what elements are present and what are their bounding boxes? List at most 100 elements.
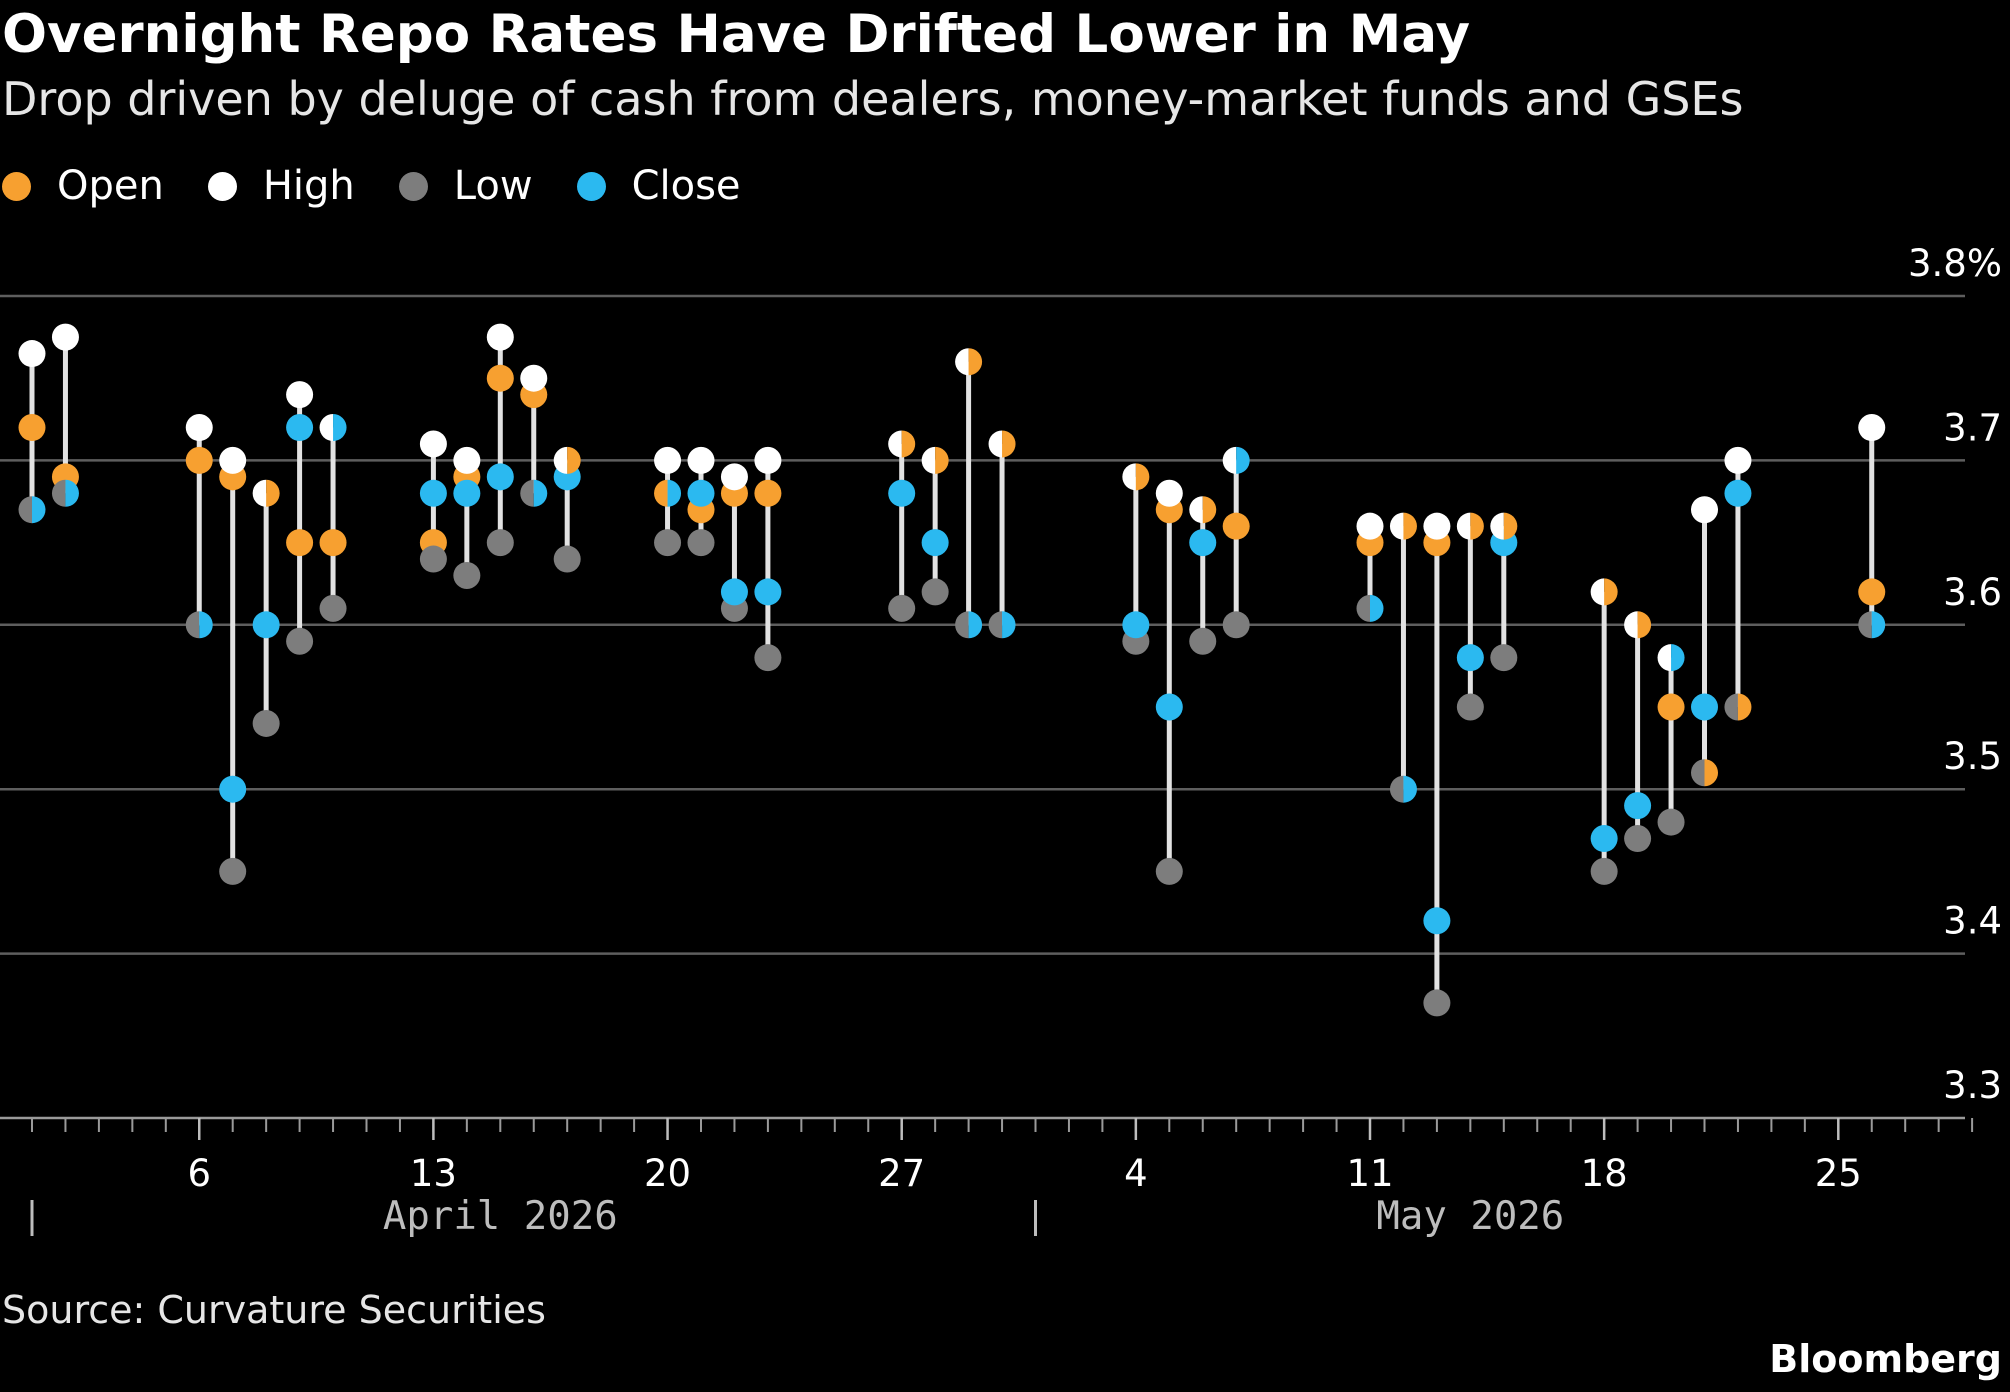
ohlc-point-group [486, 323, 514, 557]
low-point [1189, 627, 1217, 655]
close-point [1871, 611, 1886, 639]
month-label: May 2026 [1376, 1194, 1564, 1239]
legend-label-high: High [262, 163, 355, 209]
legend-swatch-high [207, 171, 237, 201]
open-point [1202, 496, 1217, 524]
low-point [1590, 857, 1618, 885]
open-point [486, 364, 514, 392]
ohlc-point-group [286, 381, 314, 655]
close-point [1724, 479, 1752, 507]
close-point [888, 479, 916, 507]
x-tick-label: 4 [1124, 1152, 1148, 1195]
high-point [1657, 644, 1672, 672]
x-tick-label: 27 [878, 1152, 925, 1195]
close-point [1370, 594, 1384, 622]
high-point [486, 323, 514, 351]
ohlc-point-group [520, 364, 548, 507]
ohlc-point-group [687, 446, 715, 557]
open-point [1704, 759, 1718, 787]
low-point [1657, 808, 1685, 836]
low-point [1423, 989, 1451, 1017]
legend-item-close: Close [576, 163, 741, 209]
ohlc-point-group [1155, 479, 1183, 885]
open-point [1503, 512, 1518, 540]
close-point [1122, 611, 1150, 639]
ohlc-point-group [754, 446, 782, 672]
low-point [988, 611, 1003, 639]
ohlc-point-group [888, 430, 916, 622]
open-point [1470, 512, 1484, 540]
high-point [51, 323, 79, 351]
low-point [553, 545, 581, 573]
low-point [1456, 693, 1484, 721]
close-point [687, 479, 715, 507]
high-point [1389, 512, 1404, 540]
low-point [1155, 857, 1183, 885]
ohlc-points [18, 323, 1886, 1017]
open-point [1858, 578, 1886, 606]
close-point [1624, 792, 1652, 820]
bloomberg-logo: Bloomberg [1769, 1337, 2002, 1381]
high-point [1624, 611, 1638, 639]
ohlc-point-group [1590, 578, 1618, 885]
y-tick-label: 3.7 [1943, 406, 2002, 449]
low-point [921, 578, 949, 606]
high-point [252, 479, 267, 507]
close-point [1590, 825, 1618, 853]
x-tick-label: 20 [644, 1152, 691, 1195]
close-point [667, 479, 682, 507]
legend-label-low: Low [453, 163, 533, 209]
low-point [252, 709, 280, 737]
ohlc-point-group [1691, 496, 1718, 787]
month-label: April 2026 [383, 1194, 618, 1239]
high-point [319, 414, 334, 442]
ohlc-point-group [1122, 463, 1150, 655]
y-axis-ticks: 3.3 3.4 3.5 3.6 3.7 3.8% [1908, 242, 2002, 1107]
open-point [319, 529, 347, 557]
ohlc-point-group [252, 479, 280, 737]
legend-swatch-open [2, 171, 31, 201]
low-point [754, 644, 782, 672]
high-point [888, 430, 902, 458]
open-point [1135, 463, 1150, 491]
open-point [1002, 430, 1016, 458]
close-point [486, 463, 514, 491]
close-point [1691, 693, 1718, 721]
ohlc-point-group [51, 323, 79, 507]
chart-title: Overnight Repo Rates Have Drifted Lower … [2, 4, 1471, 65]
high-point [453, 446, 481, 474]
chart-legend: Open High Low Close [2, 163, 785, 209]
close-point [32, 496, 46, 524]
y-tick-label: 3.5 [1943, 735, 2002, 778]
open-point [754, 479, 782, 507]
high-point [687, 446, 715, 474]
ohlc-point-group [1456, 512, 1484, 721]
close-point [199, 611, 213, 639]
close-point [1423, 907, 1451, 935]
open-point [18, 414, 46, 442]
low-point [319, 594, 347, 622]
ohlc-point-group [185, 414, 213, 639]
ohlc-point-group [1624, 611, 1652, 853]
high-point [1691, 496, 1718, 524]
ohlc-point-group [1724, 446, 1752, 721]
low-point [1691, 759, 1705, 787]
ohlc-point-group [1423, 512, 1451, 1017]
high-point [1423, 512, 1451, 540]
ohlc-point-group [453, 446, 481, 589]
close-point [754, 578, 782, 606]
close-point [419, 479, 447, 507]
high-point [1189, 496, 1203, 524]
x-tick-label: 25 [1815, 1152, 1862, 1195]
y-tick-label: 3.3 [1943, 1064, 2002, 1107]
high-point [1456, 512, 1471, 540]
x-axis: 6 13 20 27 4 11 18 25 April 2026 May 2026 [30, 1118, 1974, 1239]
ohlc-point-group [1189, 496, 1217, 655]
close-point [453, 479, 481, 507]
y-tick-label: 3.8% [1908, 242, 2002, 285]
open-point [1403, 512, 1417, 540]
close-point [1456, 644, 1484, 672]
legend-item-low: Low [398, 163, 533, 209]
low-point [1624, 825, 1652, 853]
